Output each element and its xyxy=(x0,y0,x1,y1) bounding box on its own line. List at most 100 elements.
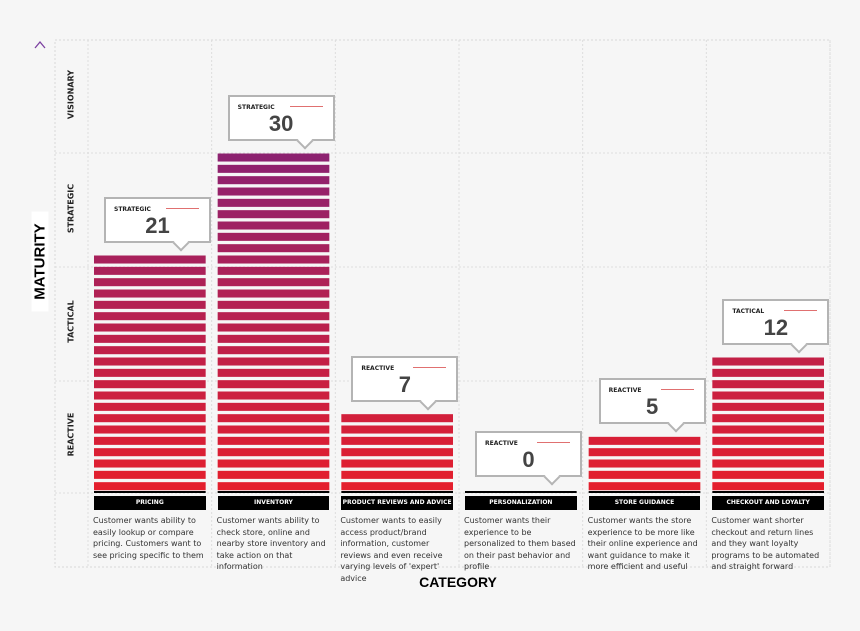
data-label: 7 xyxy=(398,371,411,397)
bar-baseline xyxy=(465,491,577,493)
bar-stripe xyxy=(217,482,330,491)
data-label: 0 xyxy=(522,447,535,472)
value-callout: REACTIVE 0 xyxy=(475,431,582,486)
category-description: Customer wants to easily access product/… xyxy=(340,516,443,583)
bar-stripe xyxy=(217,459,330,468)
data-label: 21 xyxy=(145,213,170,238)
bar-stripe xyxy=(712,425,824,434)
plot-border xyxy=(54,39,831,568)
value-callout: STRATEGIC 21 xyxy=(104,197,211,252)
callout-rule xyxy=(784,310,818,311)
y-level-label: TACTICAL xyxy=(66,300,76,343)
category-description: Customer wants the store experience to b… xyxy=(587,516,698,571)
bar-stripe xyxy=(712,436,824,445)
bar-stripe xyxy=(217,232,330,241)
bar-stripe xyxy=(217,402,330,411)
bar-stripe xyxy=(217,278,330,287)
callout-rule xyxy=(166,208,199,209)
callout-rule xyxy=(289,106,323,107)
bar-stripe xyxy=(588,482,701,491)
bar-baseline xyxy=(341,491,453,493)
bar-stripe xyxy=(712,357,824,366)
bar-stripe xyxy=(341,470,453,479)
category-description: Customer wants ability to easily lookup … xyxy=(93,516,204,560)
bar-stripe xyxy=(94,266,206,275)
category-description: Customer wants their experience to be pe… xyxy=(464,516,576,571)
bar-stripe xyxy=(94,391,206,400)
data-label: 30 xyxy=(268,111,294,136)
bar-stripe xyxy=(217,187,330,196)
bar-stripe xyxy=(217,334,330,343)
bar-stripe xyxy=(588,470,701,479)
category-label: PRICING xyxy=(94,496,206,510)
arrow-head-icon xyxy=(34,40,46,49)
bar-stripe xyxy=(217,470,330,479)
bar-stripe xyxy=(217,198,330,207)
callout-rule xyxy=(413,366,447,368)
callout-level: STRATEGIC xyxy=(114,206,151,213)
bar-stripe xyxy=(94,300,206,309)
bar-stripe xyxy=(217,323,330,332)
bar-stripe xyxy=(712,391,824,400)
bar-stripe xyxy=(217,255,330,264)
data-label: 12 xyxy=(763,315,789,340)
callout-rule xyxy=(537,442,570,443)
value-callout: REACTIVE 7 xyxy=(351,355,459,411)
bar-stripe xyxy=(94,289,206,298)
y-level-label: REACTIVE xyxy=(66,412,76,457)
bar-stripe xyxy=(94,414,206,423)
bar-stripe xyxy=(94,402,206,411)
bar-baseline xyxy=(712,491,824,493)
bar-stripe xyxy=(217,448,330,457)
category-label: CHECKOUT AND LOYALTY xyxy=(712,496,824,510)
bar-stripe xyxy=(217,153,330,162)
y-level-label: VISIONARY xyxy=(66,70,76,120)
bar-stripe xyxy=(712,470,824,479)
bar-stripe xyxy=(712,482,824,491)
category-label: PRODUCT REVIEWS AND ADVICE xyxy=(341,496,453,510)
bar-stripe xyxy=(341,436,453,445)
bar-stripe xyxy=(94,425,206,434)
bar-stripe xyxy=(94,459,206,468)
bar-baseline xyxy=(588,491,701,493)
bar-stripe xyxy=(217,312,330,321)
bar-stripe xyxy=(712,402,824,411)
bar-stripe xyxy=(217,414,330,423)
bar-stripe xyxy=(217,266,330,275)
bar-stripe xyxy=(94,368,206,377)
bar-stripe xyxy=(94,357,206,366)
data-label: 5 xyxy=(646,394,659,420)
bar-baseline xyxy=(94,491,206,493)
bar-stripe xyxy=(588,436,701,445)
category-description: Customer want shorter checkout and retur… xyxy=(711,516,820,571)
value-callout: TACTICAL 12 xyxy=(722,299,830,354)
bar-stripe xyxy=(217,368,330,377)
bar-stripe xyxy=(341,459,453,468)
bar-stripe xyxy=(217,425,330,434)
callout-level: REACTIVE xyxy=(608,387,642,395)
bar-stripe xyxy=(217,391,330,400)
bar-stripe xyxy=(588,459,701,468)
bar-stripe xyxy=(94,482,206,491)
callout-level: TACTICAL xyxy=(732,308,765,315)
bar-stripe xyxy=(217,346,330,355)
bar-stripe xyxy=(94,323,206,332)
bar-stripe xyxy=(94,278,206,287)
callout-rule xyxy=(660,389,694,391)
bar-baseline xyxy=(217,491,330,493)
bar-stripe xyxy=(217,380,330,389)
callout-level: STRATEGIC xyxy=(237,104,275,111)
bar-stripe xyxy=(217,244,330,253)
value-callout: REACTIVE 5 xyxy=(598,378,706,433)
category-description: Customer wants ability to check store, o… xyxy=(216,516,326,571)
bar-stripe xyxy=(712,459,824,468)
bar-stripe xyxy=(217,436,330,445)
bar-stripe xyxy=(217,164,330,173)
callout-level: REACTIVE xyxy=(361,364,395,372)
bar-stripe xyxy=(341,425,453,434)
bar-stripe xyxy=(94,470,206,479)
bar-stripe xyxy=(94,380,206,389)
bar-stripe xyxy=(217,210,330,219)
category-label: STORE GUIDANCE xyxy=(588,496,701,510)
bar-stripe xyxy=(341,414,453,423)
